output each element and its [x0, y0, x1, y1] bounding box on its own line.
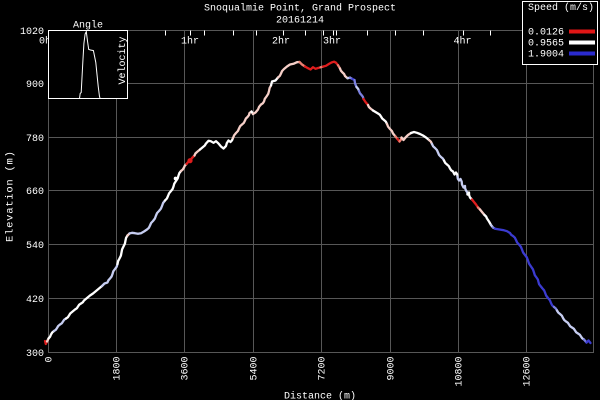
svg-text:1020: 1020 [20, 27, 44, 38]
svg-text:12600: 12600 [523, 357, 534, 387]
svg-text:20161214: 20161214 [276, 16, 324, 27]
svg-text:Speed (m/s): Speed (m/s) [528, 2, 594, 14]
svg-text:0: 0 [44, 357, 55, 363]
svg-text:7200: 7200 [318, 357, 329, 381]
svg-text:900: 900 [26, 80, 44, 91]
svg-text:1.9004: 1.9004 [528, 50, 564, 61]
svg-text:Elevation (m): Elevation (m) [5, 150, 17, 242]
svg-text:10800: 10800 [455, 357, 466, 387]
svg-text:4hr: 4hr [453, 36, 471, 48]
svg-text:Angle: Angle [73, 20, 103, 32]
svg-text:0.9565: 0.9565 [528, 39, 564, 50]
svg-text:0.0126: 0.0126 [528, 28, 564, 39]
svg-text:2hr: 2hr [272, 36, 290, 48]
svg-text:300: 300 [26, 349, 44, 360]
svg-text:3hr: 3hr [323, 36, 341, 48]
svg-text:3600: 3600 [181, 357, 192, 381]
svg-text:9000: 9000 [387, 357, 398, 381]
svg-text:Snoqualmie Point, Grand Prospe: Snoqualmie Point, Grand Prospect [204, 3, 396, 15]
svg-text:540: 540 [26, 241, 44, 252]
svg-text:660: 660 [26, 187, 44, 198]
svg-text:5400: 5400 [250, 357, 261, 381]
svg-text:780: 780 [26, 134, 44, 145]
svg-text:420: 420 [26, 295, 44, 306]
svg-text:1hr: 1hr [181, 36, 199, 48]
svg-text:Velocity: Velocity [117, 36, 129, 84]
svg-text:1800: 1800 [113, 357, 124, 381]
svg-text:Distance (m): Distance (m) [284, 391, 356, 400]
